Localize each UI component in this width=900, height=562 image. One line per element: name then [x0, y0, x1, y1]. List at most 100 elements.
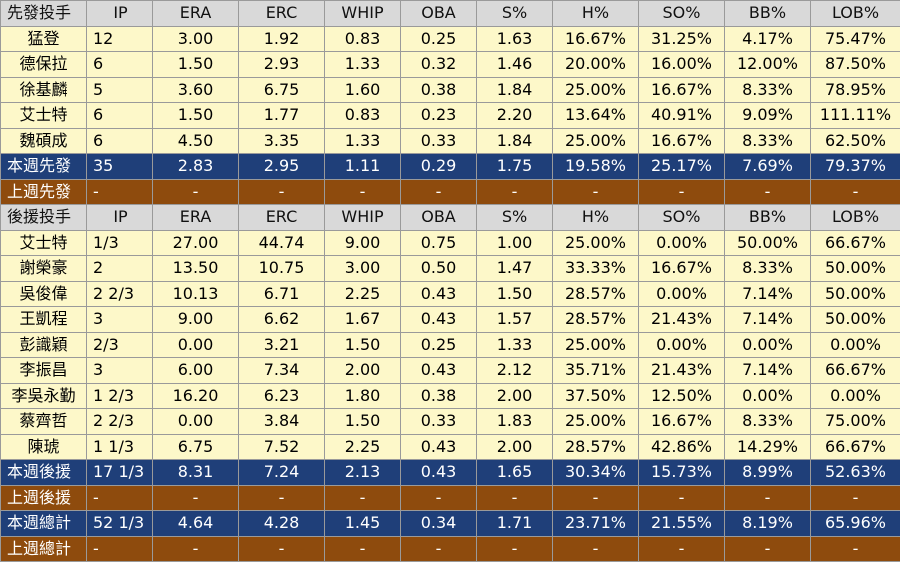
stat-h-pct: 25.00% — [553, 77, 639, 103]
stat-h-pct: 25.00% — [553, 230, 639, 256]
stat-whip: 3.00 — [325, 256, 401, 282]
stat-whip: - — [325, 536, 401, 562]
stat-era: 1.50 — [153, 103, 239, 129]
stat-so-pct: 21.43% — [639, 307, 725, 333]
stat-ip: 5 — [87, 77, 153, 103]
stat-erc: 2.93 — [239, 52, 325, 78]
row-label: 李振昌 — [1, 358, 87, 384]
stat-bb-pct: 0.00% — [725, 383, 811, 409]
stat-s-pct: 1.84 — [477, 128, 553, 154]
stat-h-pct: 37.50% — [553, 383, 639, 409]
stat-era: 1.50 — [153, 52, 239, 78]
column-header: H% — [553, 1, 639, 27]
stat-erc: 1.77 — [239, 103, 325, 129]
stat-oba: 0.33 — [401, 128, 477, 154]
row-label: 蔡齊哲 — [1, 409, 87, 435]
stat-h-pct: 19.58% — [553, 154, 639, 180]
stat-lob-pct: 0.00% — [811, 383, 900, 409]
stat-oba: 0.23 — [401, 103, 477, 129]
stat-whip: 1.50 — [325, 332, 401, 358]
stat-bb-pct: 12.00% — [725, 52, 811, 78]
stat-h-pct: 28.57% — [553, 281, 639, 307]
stat-bb-pct: 14.29% — [725, 434, 811, 460]
row-label: 猛登 — [1, 26, 87, 52]
stat-so-pct: 21.55% — [639, 511, 725, 537]
column-header: S% — [477, 205, 553, 231]
stat-bb-pct: 8.33% — [725, 256, 811, 282]
stat-lob-pct: - — [811, 536, 900, 562]
stat-whip: - — [325, 179, 401, 205]
stat-erc: 7.34 — [239, 358, 325, 384]
stat-ip: 52 1/3 — [87, 511, 153, 537]
stat-whip: 2.25 — [325, 434, 401, 460]
column-header: H% — [553, 205, 639, 231]
stat-oba: 0.25 — [401, 332, 477, 358]
stat-s-pct: - — [477, 179, 553, 205]
stat-erc: - — [239, 485, 325, 511]
row-label: 上週總計 — [1, 536, 87, 562]
stat-s-pct: 2.20 — [477, 103, 553, 129]
stat-s-pct: 1.47 — [477, 256, 553, 282]
stat-h-pct: 28.57% — [553, 307, 639, 333]
stat-so-pct: 42.86% — [639, 434, 725, 460]
stat-s-pct: - — [477, 485, 553, 511]
stat-so-pct: 15.73% — [639, 460, 725, 486]
stat-h-pct: 20.00% — [553, 52, 639, 78]
stat-bb-pct: 4.17% — [725, 26, 811, 52]
column-header: ERC — [239, 205, 325, 231]
stat-erc: 6.62 — [239, 307, 325, 333]
stat-bb-pct: - — [725, 179, 811, 205]
stat-lob-pct: 66.67% — [811, 358, 900, 384]
stat-oba: 0.43 — [401, 307, 477, 333]
last-week-summary-row: 上週後援---------- — [1, 485, 900, 511]
stat-whip: 1.80 — [325, 383, 401, 409]
stat-so-pct: 21.43% — [639, 358, 725, 384]
stat-so-pct: 12.50% — [639, 383, 725, 409]
stat-s-pct: 1.00 — [477, 230, 553, 256]
column-header: OBA — [401, 205, 477, 231]
column-header: IP — [87, 205, 153, 231]
stat-h-pct: 25.00% — [553, 332, 639, 358]
stat-bb-pct: 0.00% — [725, 332, 811, 358]
stat-whip: 1.33 — [325, 128, 401, 154]
row-label: 本週總計 — [1, 511, 87, 537]
column-header: S% — [477, 1, 553, 27]
stat-oba: 0.38 — [401, 77, 477, 103]
stat-lob-pct: 50.00% — [811, 307, 900, 333]
stat-h-pct: 16.67% — [553, 26, 639, 52]
stat-erc: 7.52 — [239, 434, 325, 460]
row-label: 王凱程 — [1, 307, 87, 333]
stat-lob-pct: 75.47% — [811, 26, 900, 52]
stat-whip: 0.83 — [325, 26, 401, 52]
stat-whip: 2.25 — [325, 281, 401, 307]
stat-lob-pct: 75.00% — [811, 409, 900, 435]
stat-h-pct: 28.57% — [553, 434, 639, 460]
stat-lob-pct: 79.37% — [811, 154, 900, 180]
stat-lob-pct: 111.11% — [811, 103, 900, 129]
stat-so-pct: 16.67% — [639, 77, 725, 103]
column-header: WHIP — [325, 205, 401, 231]
stat-s-pct: 1.84 — [477, 77, 553, 103]
stat-ip: 17 1/3 — [87, 460, 153, 486]
row-label: 德保拉 — [1, 52, 87, 78]
stat-whip: 2.13 — [325, 460, 401, 486]
stat-s-pct: 1.46 — [477, 52, 553, 78]
stat-lob-pct: - — [811, 179, 900, 205]
stat-s-pct: 2.00 — [477, 383, 553, 409]
stat-lob-pct: 50.00% — [811, 281, 900, 307]
stat-era: 6.75 — [153, 434, 239, 460]
stat-h-pct: 25.00% — [553, 128, 639, 154]
last-week-total-row: 上週總計---------- — [1, 536, 900, 562]
stat-so-pct: 16.67% — [639, 128, 725, 154]
row-label: 上週先發 — [1, 179, 87, 205]
row-label: 徐基麟 — [1, 77, 87, 103]
stat-era: 8.31 — [153, 460, 239, 486]
last-week-summary-row: 上週先發---------- — [1, 179, 900, 205]
